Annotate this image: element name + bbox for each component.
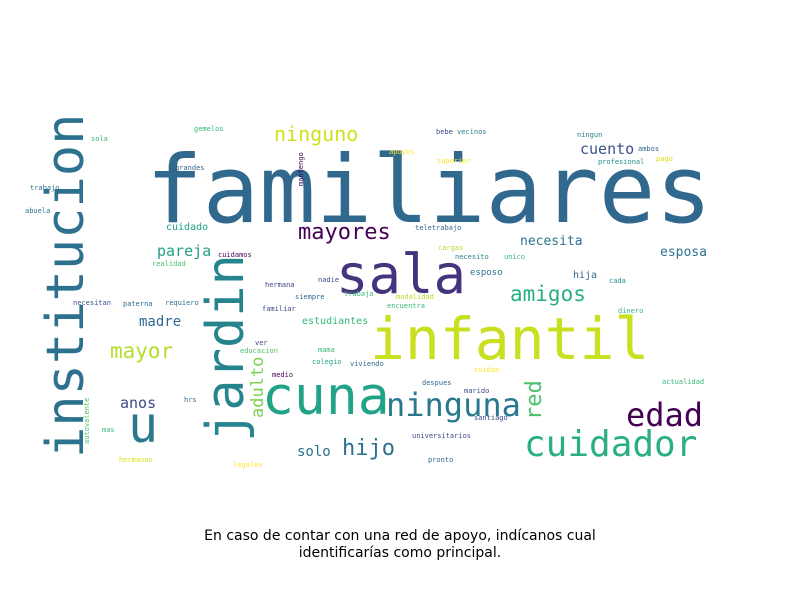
word-realidad: realidad bbox=[152, 260, 186, 268]
word-sala: sala bbox=[336, 243, 467, 306]
word-trabajo: trabajo bbox=[30, 184, 60, 192]
word-marido: marido bbox=[464, 387, 490, 395]
word-legales: legales bbox=[233, 461, 263, 469]
word-mayores: mayores bbox=[298, 220, 391, 245]
word-amigos: amigos bbox=[510, 282, 586, 306]
word-x: x bbox=[70, 258, 75, 266]
word-mayor: mayor bbox=[110, 339, 174, 363]
word-dinero: dinero bbox=[618, 307, 644, 315]
word-familiar: familiar bbox=[262, 305, 296, 313]
word-viviendo: viviendo bbox=[350, 360, 384, 368]
word-necesita: necesita bbox=[520, 234, 583, 249]
word-cuidan: cuidan bbox=[474, 366, 500, 374]
word-educacion: educacion bbox=[240, 347, 278, 355]
word-mama: mama bbox=[318, 346, 335, 354]
word-cuna: cuna bbox=[262, 366, 390, 427]
word-teletrabajo: teletrabajo bbox=[415, 224, 462, 232]
word-solo: solo bbox=[297, 444, 331, 460]
word-familiares: familiares bbox=[146, 136, 712, 245]
word-colegio: colegio bbox=[312, 358, 342, 366]
word-hijo: hijo bbox=[342, 436, 395, 461]
word-esposa: esposa bbox=[660, 245, 707, 260]
word-hija: hija bbox=[573, 270, 598, 281]
word-cada: cada bbox=[609, 277, 626, 285]
word-ninguno: ninguno bbox=[274, 122, 359, 146]
word-gemelos: gemelos bbox=[194, 125, 224, 133]
caption-line-2: identificarías como principal. bbox=[298, 545, 502, 561]
word-vecinos: vecinos bbox=[457, 128, 487, 136]
word-paterna: paterna bbox=[123, 300, 153, 308]
word-necesito: necesito bbox=[455, 253, 489, 261]
word-infantil: infantil bbox=[370, 305, 650, 373]
caption-line-1: En caso de contar con una red de apoyo, … bbox=[204, 528, 596, 544]
word-mantengo: mantengo bbox=[297, 152, 305, 186]
word-autovalente: autovalente bbox=[83, 397, 91, 444]
word-santiago: santiago bbox=[474, 414, 508, 422]
word-pronto: pronto bbox=[428, 456, 454, 464]
word-encuentra: encuentra bbox=[387, 302, 425, 310]
word-cargas: cargas bbox=[438, 244, 464, 252]
word-estudiantes: estudiantes bbox=[302, 316, 369, 327]
word-madre: madre bbox=[139, 314, 182, 330]
word-ambos: ambos bbox=[638, 145, 660, 153]
word-sola: sola bbox=[91, 135, 108, 143]
word-superior: superior bbox=[437, 157, 471, 165]
word-hrs: hrs bbox=[184, 396, 197, 404]
word-siempre: siempre bbox=[295, 293, 325, 301]
word-cuidamos: cuidamos bbox=[218, 251, 252, 259]
word-medio: medio bbox=[272, 371, 294, 379]
word-necesitan: necesitan bbox=[73, 299, 111, 307]
word-esposo: esposo bbox=[470, 268, 503, 278]
word-cloud: familiares institucion sala infantil cun… bbox=[25, 114, 712, 469]
word-actualidad: actualidad bbox=[662, 378, 705, 386]
word-hermanos: hermanos bbox=[119, 456, 153, 464]
word-cuidador: cuidador bbox=[524, 424, 698, 465]
word-ningun: ningun bbox=[577, 131, 603, 139]
word-pago: pago bbox=[656, 155, 673, 163]
word-ninguna: ninguna bbox=[386, 386, 521, 424]
word-cuidado: cuidado bbox=[166, 222, 209, 233]
word-abuela: abuela bbox=[25, 207, 51, 215]
word-ver: ver bbox=[255, 339, 268, 347]
word-nadie: nadie bbox=[318, 276, 340, 284]
word-bebe: bebe bbox=[436, 128, 453, 136]
word-profesional: profesional bbox=[598, 158, 645, 166]
word-despues: despues bbox=[422, 379, 452, 387]
word-hermana: hermana bbox=[265, 281, 295, 289]
figure-caption: En caso de contar con una red de apoyo, … bbox=[0, 528, 800, 562]
word-unico: unico bbox=[504, 253, 526, 261]
word-apoyos: apoyos bbox=[389, 148, 415, 156]
word-red: red bbox=[522, 380, 547, 420]
word-edad: edad bbox=[626, 396, 704, 434]
word-cuento: cuento bbox=[580, 140, 635, 158]
word-u: u bbox=[128, 396, 159, 454]
word-pareja: pareja bbox=[157, 242, 212, 260]
word-universitarios: universitarios bbox=[412, 432, 472, 440]
word-adulto: adulto bbox=[248, 356, 268, 418]
word-mas: mas bbox=[102, 426, 115, 434]
word-trabaja: trabaja bbox=[344, 290, 374, 298]
word-grandes: grandes bbox=[175, 164, 205, 172]
word-anos: anos bbox=[120, 394, 157, 412]
word-modalidad: modalidad bbox=[396, 293, 434, 301]
word-requiero: requiero bbox=[165, 299, 199, 307]
